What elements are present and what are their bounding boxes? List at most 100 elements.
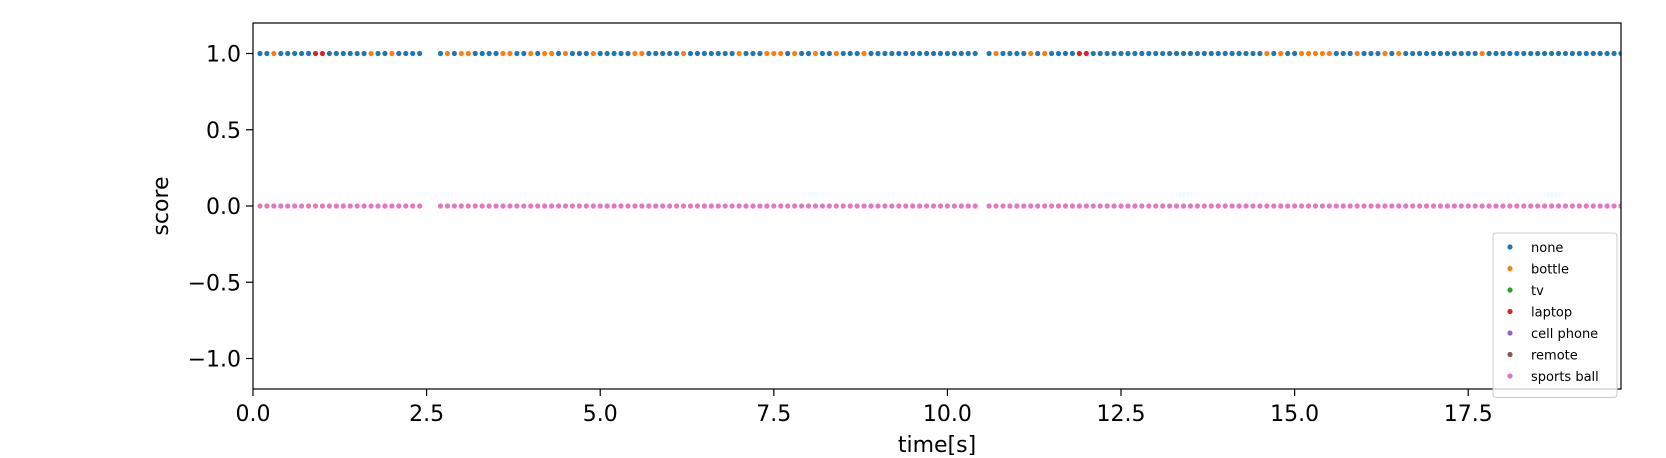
point-none (1104, 50, 1110, 57)
point-sports-ball (417, 203, 423, 209)
point-bottle (368, 50, 374, 57)
point-sports-ball (1090, 203, 1096, 209)
y-tick-label: 0.0 (206, 195, 241, 220)
point-none (1500, 50, 1506, 57)
point-sports-ball (1132, 203, 1138, 209)
point-sports-ball (826, 203, 832, 209)
point-sports-ball (937, 203, 944, 209)
x-tick-label: 0.0 (236, 402, 271, 427)
point-sports-ball (673, 203, 680, 209)
y-tick-label: 1.0 (206, 43, 241, 68)
point-none (1153, 50, 1159, 57)
point-sports-ball (1479, 203, 1485, 209)
point-sports-ball (1278, 203, 1284, 209)
point-sports-ball (868, 203, 874, 209)
point-none (1542, 50, 1548, 57)
point-sports-ball (1597, 203, 1603, 209)
point-sports-ball (1243, 203, 1249, 209)
point-sports-ball (361, 203, 367, 209)
point-none (972, 50, 978, 57)
point-sports-ball (1201, 203, 1207, 209)
point-bottle (1042, 50, 1048, 57)
point-none (264, 50, 270, 57)
point-none (479, 50, 485, 57)
x-tick-label: 7.5 (756, 402, 791, 427)
legend: none bottle tv laptop cell phone remote sports… (1492, 232, 1618, 398)
x-axis: 0.0 2.5 5.0 7.5 10.0 12.5 15.0 17.5 (236, 389, 1493, 427)
point-sports-ball (1396, 203, 1402, 209)
point-sports-ball (736, 203, 742, 209)
point-none (1111, 50, 1117, 57)
point-sports-ball (389, 203, 395, 209)
legend-box (1492, 232, 1618, 398)
point-bottle (444, 50, 451, 57)
point-sports-ball (333, 203, 339, 209)
point-sports-ball (535, 203, 541, 209)
point-sports-ball (1222, 203, 1228, 209)
point-sports-ball (1236, 203, 1242, 209)
y-axis-label: score (149, 176, 174, 235)
point-sports-ball (437, 203, 444, 209)
point-sports-ball (847, 203, 853, 209)
point-none (535, 50, 541, 57)
point-bottle (778, 50, 784, 57)
point-sports-ball (507, 203, 513, 209)
point-sports-ball (1139, 203, 1145, 209)
point-sports-ball (1271, 203, 1277, 209)
point-sports-ball (917, 203, 923, 209)
point-none (701, 50, 707, 57)
point-sports-ball (1326, 203, 1332, 209)
y-tick-label: 0.5 (206, 119, 241, 144)
point-sports-ball (993, 203, 999, 209)
point-bottle (812, 50, 819, 57)
point-sports-ball (375, 203, 381, 209)
point-bottle (1278, 50, 1284, 57)
point-laptop (319, 50, 326, 57)
point-sports-ball (819, 203, 826, 209)
point-sports-ball (771, 203, 777, 209)
point-none (937, 50, 944, 57)
point-bottle (736, 50, 742, 57)
point-none (299, 50, 305, 57)
point-sports-ball (1569, 203, 1575, 209)
point-sports-ball (861, 203, 867, 209)
point-none (722, 50, 728, 57)
point-sports-ball (1451, 203, 1457, 209)
legend-label: tv (1531, 284, 1544, 299)
point-sports-ball (1618, 203, 1621, 209)
point-sports-ball (875, 203, 881, 209)
point-sports-ball (1576, 203, 1582, 209)
point-none (708, 50, 714, 57)
point-none (1403, 50, 1409, 57)
point-none (653, 50, 659, 57)
point-none (1611, 50, 1617, 57)
point-none (847, 50, 853, 57)
point-none (1062, 50, 1069, 57)
point-sports-ball (1153, 203, 1159, 209)
point-sports-ball (326, 203, 332, 209)
point-laptop (312, 50, 319, 57)
legend-label: bottle (1531, 263, 1569, 278)
point-sports-ball (986, 203, 992, 209)
point-sports-ball (1465, 203, 1471, 209)
point-sports-ball (1333, 203, 1339, 209)
point-sports-ball (319, 203, 326, 209)
point-none (1410, 50, 1416, 57)
point-sports-ball (1528, 203, 1534, 209)
point-sports-ball (486, 203, 492, 209)
point-bottle (771, 50, 777, 57)
point-sports-ball (1146, 203, 1152, 209)
x-tick-label: 15.0 (1270, 402, 1319, 427)
point-none (1569, 50, 1575, 57)
point-none (305, 50, 312, 57)
point-sports-ball (1535, 203, 1541, 209)
point-sports-ball (312, 203, 319, 209)
point-sports-ball (625, 203, 631, 209)
point-sports-ball (299, 203, 305, 209)
point-sports-ball (1083, 203, 1089, 209)
point-sports-ball (1382, 203, 1388, 209)
point-sports-ball (1430, 203, 1437, 209)
point-sports-ball (1312, 203, 1319, 209)
point-sports-ball (1583, 203, 1589, 209)
point-none (611, 50, 617, 57)
